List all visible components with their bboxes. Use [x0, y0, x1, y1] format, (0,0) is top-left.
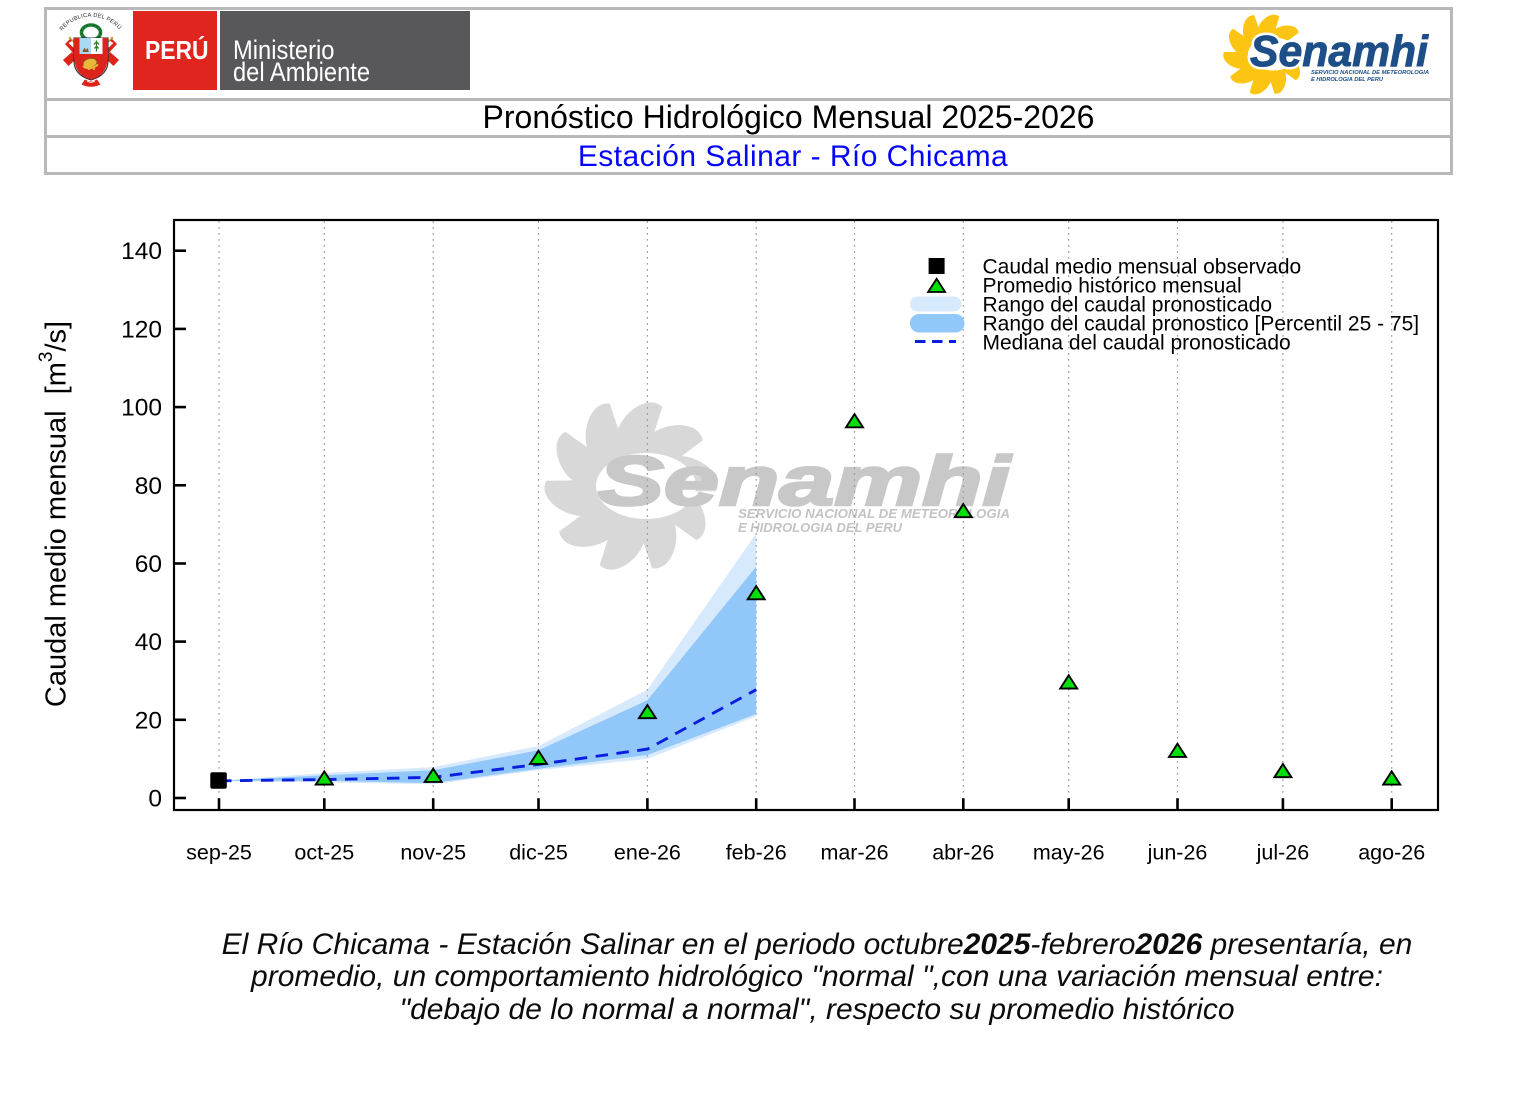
svg-text:0: 0 [148, 786, 162, 813]
svg-text:nov-25: nov-25 [400, 841, 466, 865]
svg-text:Rango del caudal pronostico [P: Rango del caudal pronostico [Percentil 2… [983, 313, 1420, 336]
svg-text:SERVICIO NACIONAL DE METEOROLO: SERVICIO NACIONAL DE METEOROLOGIA [1311, 70, 1429, 76]
svg-text:Senamhi: Senamhi [1250, 27, 1429, 76]
svg-text:feb-26: feb-26 [726, 841, 787, 865]
svg-text:ene-26: ene-26 [614, 841, 681, 865]
svg-text:80: 80 [135, 473, 162, 500]
svg-text:Mediana del caudal pronosticad: Mediana del caudal pronosticado [983, 332, 1291, 355]
svg-text:120: 120 [121, 316, 162, 343]
svg-text:100: 100 [121, 395, 162, 422]
svg-text:Promedio histórico mensual: Promedio histórico mensual [983, 275, 1242, 298]
svg-text:E HIDROLOGIA DEL PERU: E HIDROLOGIA DEL PERU [1311, 77, 1384, 83]
svg-text:SERVICIO NACIONAL DE METEOROLO: SERVICIO NACIONAL DE METEOROLOGIA [738, 506, 1010, 521]
svg-text:Rango del caudal pronosticado: Rango del caudal pronosticado [983, 294, 1273, 317]
svg-text:dic-25: dic-25 [509, 841, 568, 865]
svg-text:Caudal medio mensual [m3/s]: Caudal medio mensual [m3/s] [36, 321, 73, 707]
svg-text:40: 40 [135, 629, 162, 656]
svg-text:jul-26: jul-26 [1256, 841, 1310, 865]
svg-text:may-26: may-26 [1033, 841, 1105, 865]
svg-text:E HIDROLOGIA DEL PERU: E HIDROLOGIA DEL PERU [738, 520, 903, 535]
svg-text:mar-26: mar-26 [820, 841, 888, 865]
svg-text:oct-25: oct-25 [294, 841, 354, 865]
svg-text:jun-26: jun-26 [1147, 841, 1208, 865]
svg-text:20: 20 [135, 707, 162, 734]
svg-text:Senamhi: Senamhi [598, 442, 1012, 520]
svg-text:abr-26: abr-26 [932, 841, 994, 865]
svg-text:Senamhi: Senamhi [1250, 27, 1429, 76]
svg-text:140: 140 [121, 238, 162, 265]
svg-text:60: 60 [135, 551, 162, 578]
svg-text:Caudal medio mensual observado: Caudal medio mensual observado [983, 256, 1302, 279]
svg-text:sep-25: sep-25 [186, 841, 252, 865]
svg-text:ago-26: ago-26 [1358, 841, 1425, 865]
